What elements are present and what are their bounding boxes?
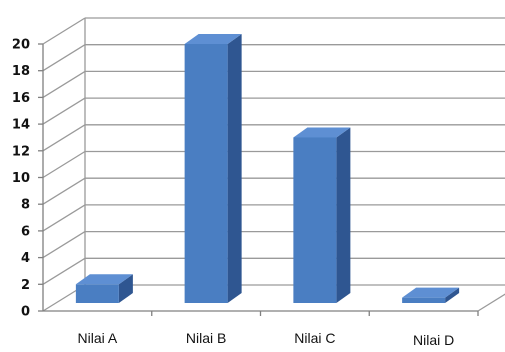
gridline-side [42, 150, 86, 179]
floor-right-edge [477, 293, 505, 312]
gridline-side [42, 97, 86, 125]
bar-top-2 [184, 34, 242, 44]
y-tick-label: 0 [21, 305, 30, 320]
y-tick-label: 6 [21, 224, 30, 239]
y-tick-label: 18 [12, 64, 30, 79]
gridline-side [42, 257, 86, 285]
gridline-side [42, 124, 86, 152]
gridline-side [42, 177, 86, 205]
y-tick-label: 16 [12, 91, 30, 106]
y-tick-label: 10 [12, 171, 30, 186]
gridline-side [42, 17, 86, 45]
bar-top-3 [293, 127, 351, 138]
bar-top-1 [75, 274, 133, 285]
y-tick-label: 14 [12, 118, 30, 133]
y-tick-label: 12 [12, 144, 30, 159]
y-tick-label: 4 [21, 251, 30, 266]
bar-side-1 [118, 274, 133, 303]
y-tick-label: 20 [12, 38, 30, 53]
x-category-label: Nilai B [186, 330, 226, 346]
gridline-side [42, 70, 86, 98]
bar-front-4 [402, 297, 446, 303]
bar-side-4 [445, 287, 460, 303]
bar-front-3 [293, 137, 337, 303]
bar-front-1 [75, 284, 119, 303]
bar-top-4 [402, 287, 460, 298]
bar-side-3 [336, 127, 351, 303]
x-category-label: Nilai D [413, 332, 454, 348]
x-category-label: Nilai A [78, 330, 118, 346]
y-tick-label: 8 [21, 198, 30, 213]
gridline-side [42, 231, 86, 259]
y-tick-label: 2 [21, 278, 30, 293]
gridline-side [42, 204, 86, 232]
gridline-side [42, 44, 86, 72]
x-category-label: Nilai C [294, 330, 335, 346]
bar-side-2 [227, 34, 242, 303]
bar-front-2 [184, 44, 228, 303]
